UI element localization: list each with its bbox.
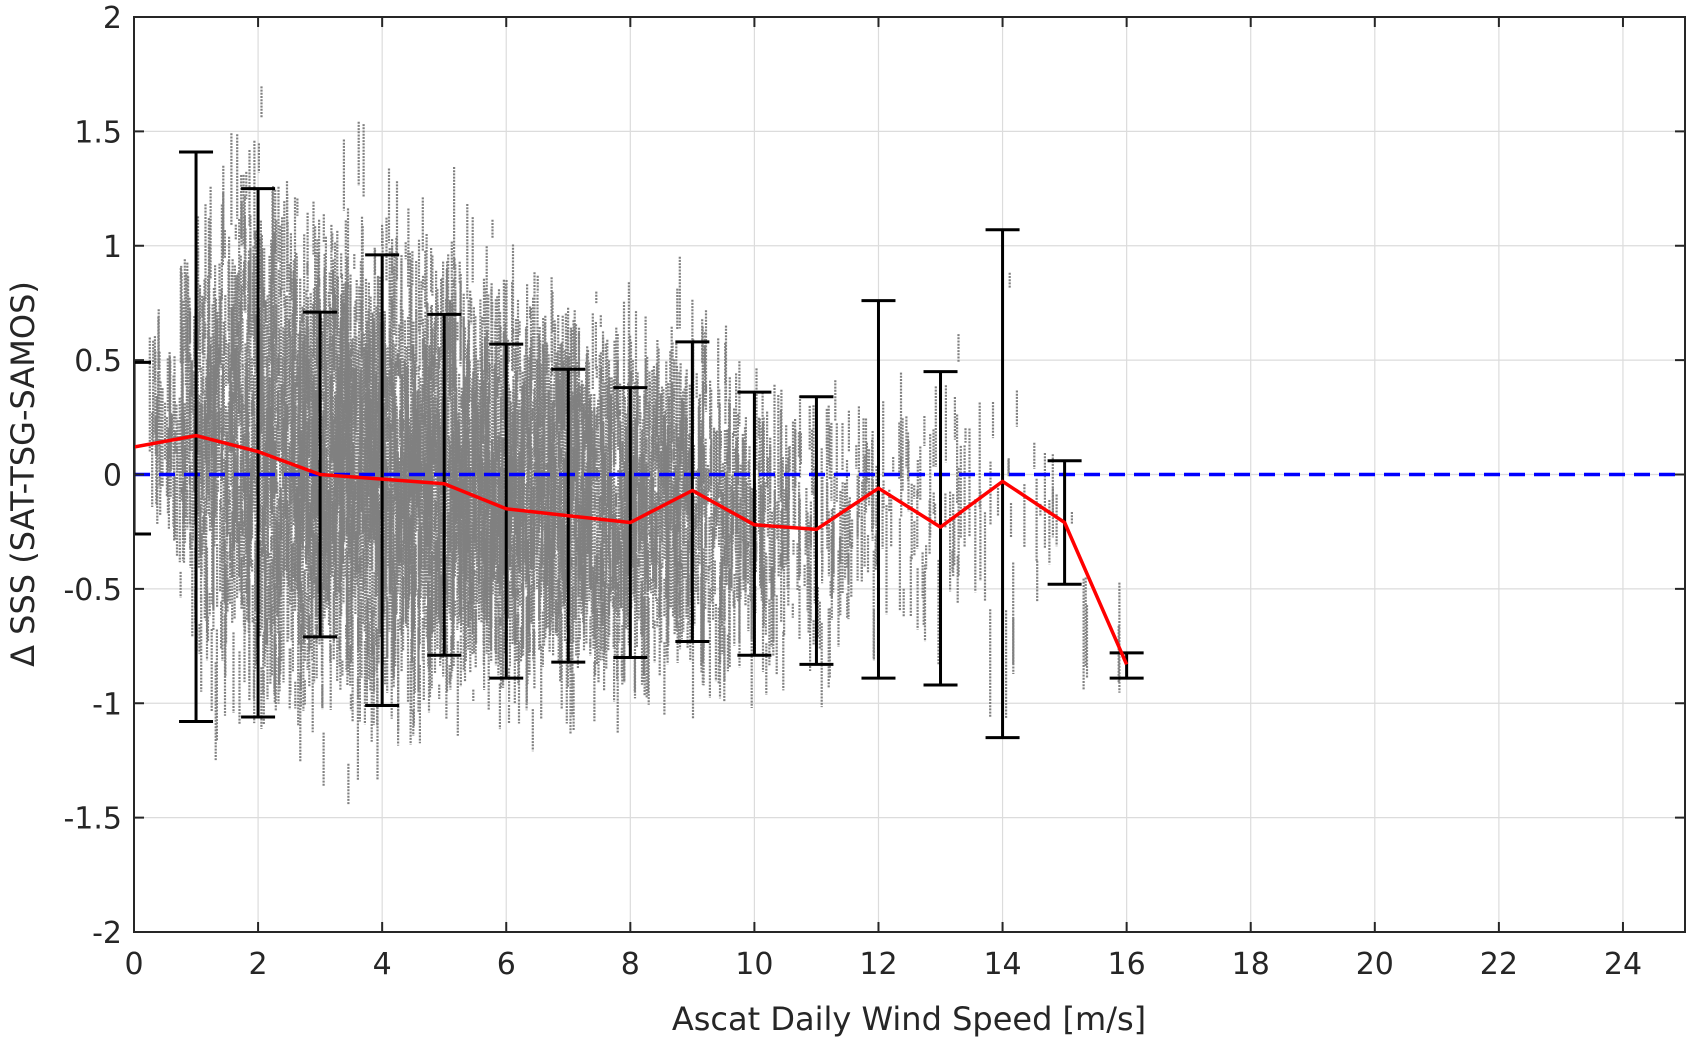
x-tick-label: 14 (983, 947, 1021, 982)
x-axis-label: Ascat Daily Wind Speed [m/s] (672, 1000, 1146, 1038)
y-tick-label: -1 (92, 687, 122, 722)
y-tick-label: -2 (92, 916, 122, 951)
y-tick-label: -1.5 (63, 802, 122, 837)
error-bar (489, 342, 524, 680)
x-tick-label: 24 (1604, 947, 1642, 982)
y-tick-label: 2 (103, 1, 122, 36)
x-tick-label: 2 (249, 947, 268, 982)
x-tick-label: 18 (1232, 947, 1270, 982)
y-tick-label: 0.5 (74, 344, 122, 379)
error-bar (1109, 651, 1144, 680)
x-tick-label: 22 (1480, 947, 1518, 982)
y-tick-label: 1 (103, 230, 122, 265)
y-axis-ticks: -2 -1.5 -1 -0.5 0 0.5 1 1.5 2 (63, 1, 1685, 951)
y-tick-label: -0.5 (63, 573, 122, 608)
y-tick-label: 1.5 (74, 115, 122, 150)
mean-line (134, 433, 1129, 666)
x-tick-label: 0 (124, 947, 143, 982)
x-tick-label: 20 (1356, 947, 1394, 982)
y-tick-label: 0 (103, 459, 122, 494)
error-bar (985, 228, 1020, 740)
y-axis-label: Δ SSS (SAT-TSG-SAMOS) (4, 281, 42, 667)
x-tick-label: 6 (497, 947, 516, 982)
x-tick-label: 4 (373, 947, 392, 982)
x-axis-ticks: 0 2 4 6 8 10 12 14 16 18 20 22 24 (124, 17, 1642, 982)
error-bar (134, 360, 151, 536)
x-tick-label: 16 (1108, 947, 1146, 982)
x-tick-label: 12 (859, 947, 897, 982)
x-tick-label: 8 (621, 947, 640, 982)
mean-line-layer (134, 433, 1129, 666)
x-tick-label: 10 (735, 947, 773, 982)
